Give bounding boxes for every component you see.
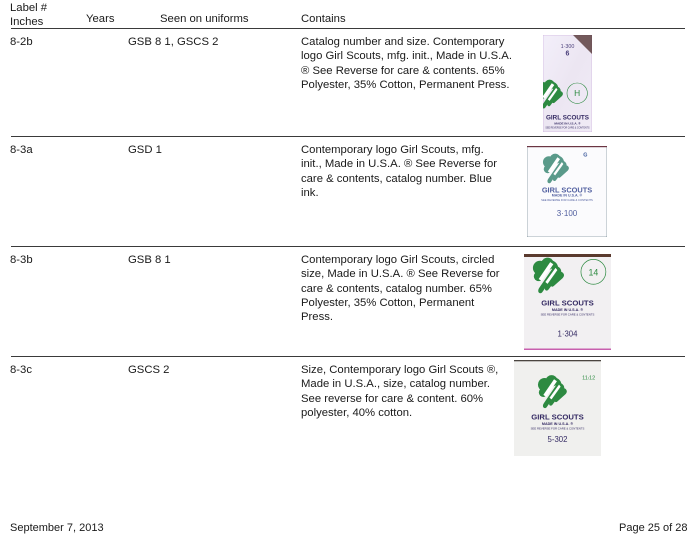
svg-text:14: 14 <box>589 267 599 277</box>
svg-text:1·300: 1·300 <box>561 44 575 50</box>
svg-text:MADE IN U.S.A. ®: MADE IN U.S.A. ® <box>552 308 583 312</box>
svg-text:11/12: 11/12 <box>582 376 595 382</box>
svg-text:SEE REVERSE FOR CARE & CONTENT: SEE REVERSE FOR CARE & CONTENTS <box>541 198 593 202</box>
svg-text:GIRL SCOUTS: GIRL SCOUTS <box>531 413 583 422</box>
svg-text:MADE IN U.S.A. ®: MADE IN U.S.A. ® <box>554 121 581 125</box>
svg-text:H: H <box>574 88 580 98</box>
svg-text:1·304: 1·304 <box>558 330 579 339</box>
svg-text:3·100: 3·100 <box>557 209 578 218</box>
svg-text:5-302: 5-302 <box>548 435 568 444</box>
svg-text:MADE IN U.S.A. ®: MADE IN U.S.A. ® <box>542 422 573 426</box>
svg-text:SEE REVERSE FOR CARE & CONTENT: SEE REVERSE FOR CARE & CONTENTS <box>545 127 590 130</box>
svg-text:GIRL SCOUTS: GIRL SCOUTS <box>541 298 593 307</box>
svg-text:SEE REVERSE FOR CARE & CONTENT: SEE REVERSE FOR CARE & CONTENTS <box>531 426 585 430</box>
svg-text:6: 6 <box>566 51 570 58</box>
svg-text:SEE REVERSE FOR CARE & CONTENT: SEE REVERSE FOR CARE & CONTENTS <box>541 313 595 317</box>
svg-text:G: G <box>583 153 587 159</box>
svg-text:MADE IN U.S.A. ®: MADE IN U.S.A. ® <box>552 193 583 197</box>
